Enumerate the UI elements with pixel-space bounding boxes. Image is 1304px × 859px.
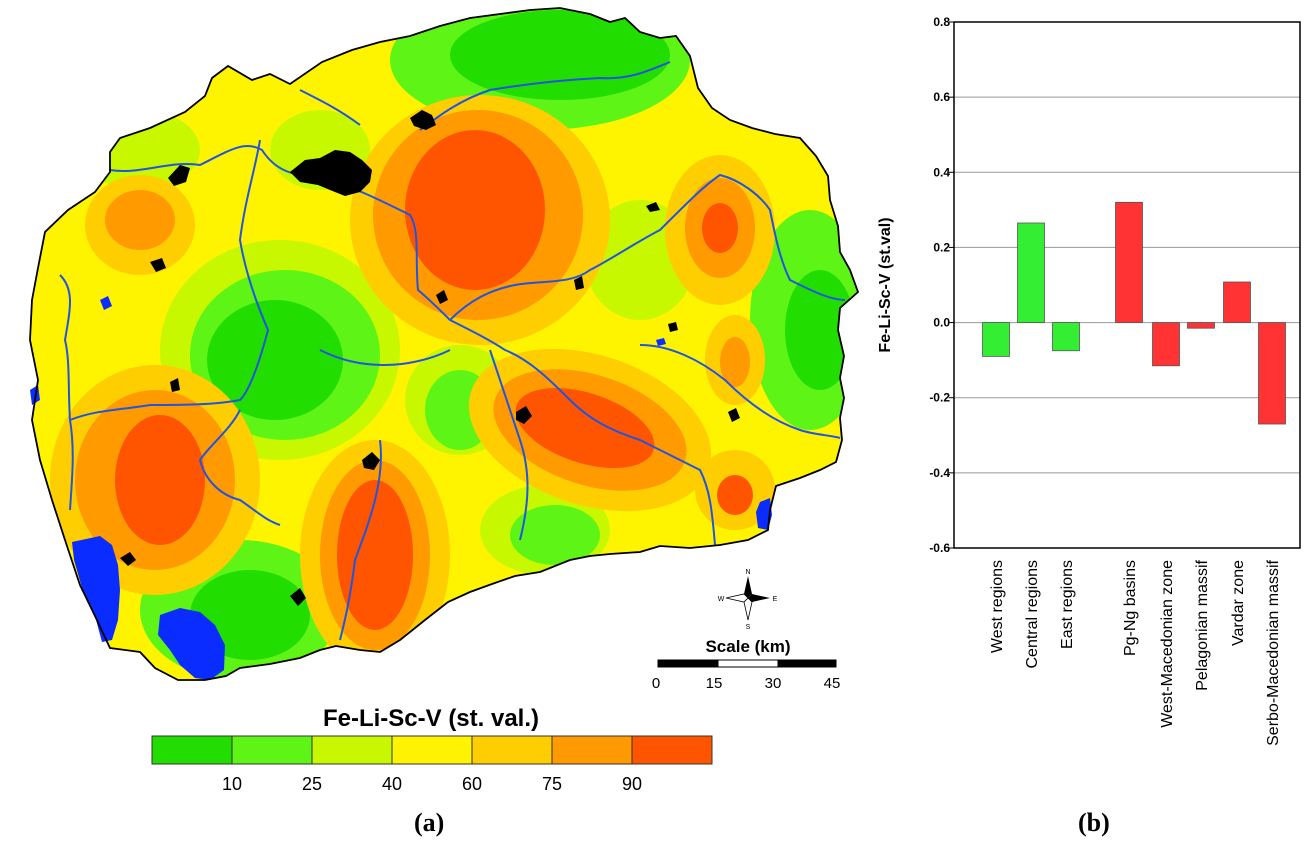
y-tick-label: -0.4 [929,466,950,480]
compass-south-label: S [746,624,751,631]
compass-east-label: E [773,596,778,603]
bar [1187,322,1215,329]
legend-swatch [151,735,233,765]
y-axis-title: Fe-Li-Sc-V (st.val) [877,217,894,352]
river [198,409,281,526]
y-tick-label: 0.8 [933,15,950,29]
y-tick-label: -0.2 [929,391,950,405]
scale-tick: 0 [652,675,660,692]
legend-tick-label: 75 [542,774,562,794]
legend-tick-label: 10 [222,774,242,794]
lake-prespa [158,608,225,680]
y-tick-label: 0.4 [933,165,950,179]
urban-prilep [362,452,380,470]
rivers [59,61,846,641]
bar [982,322,1010,357]
y-tick-label: 0.2 [933,240,950,254]
urban-resen [290,588,306,606]
river [339,439,382,641]
bar [1152,322,1180,367]
urban-veles [436,290,448,304]
x-category-label: Central regions [1024,560,1041,669]
urban-kicevo [170,378,180,392]
urban-ohrid [120,552,136,566]
legend-ticks: 10 25 40 60 75 90 [222,774,642,794]
legend-tick-label: 90 [622,774,642,794]
map-svg: N S E W Scale (km) 0 15 30 45 Fe-Li-Sc-V… [29,7,859,794]
compass-north-label: N [745,569,750,576]
scale-tick: 15 [706,675,723,692]
legend-tick-label: 60 [462,774,482,794]
river [419,61,671,131]
scale-tick: 45 [824,675,841,692]
legend-tick-label: 40 [382,774,402,794]
legend-swatch [551,735,633,765]
urban-kocani [646,202,660,212]
legend-swatch [631,735,713,765]
panel-a-caption: (a) [414,808,445,837]
urban-radovis [668,322,678,332]
bar [1052,322,1080,352]
legend-swatch [311,735,393,765]
legend-swatches [151,735,713,765]
river [639,344,841,439]
bar [1223,281,1251,323]
x-axis-labels: West regions Central regions East regions P… [989,559,1282,745]
river [69,139,270,421]
x-category-label: West-Macedonian zone [1159,560,1176,728]
urban-stip [574,276,584,290]
legend-title: Fe-Li-Sc-V (st. val.) [323,705,539,732]
y-axis-ticks: 0.8 0.6 0.4 0.2 0.0 -0.2 -0.4 -0.6 [929,15,954,555]
urban-skopje [290,150,372,196]
river [319,349,451,367]
x-category-label: East regions [1059,560,1076,649]
bar-chart: 0.8 0.6 0.4 0.2 0.0 -0.2 -0.4 -0.6 West regions… [877,15,1301,746]
plot-frame [953,21,1301,549]
compass-west-label: W [718,596,725,603]
legend-swatch [391,735,473,765]
scale-bar: Scale (km) 0 15 30 45 [652,637,841,692]
lake-small [100,296,112,310]
panel-b-caption: (b) [1078,808,1110,837]
bar [1258,322,1286,425]
scale-tick: 30 [765,675,782,692]
chart-panel: 0.8 0.6 0.4 0.2 0.0 -0.2 -0.4 -0.6 West regions… [870,0,1304,854]
lakes [30,296,772,680]
x-category-label: West regions [989,560,1006,653]
legend-swatch [471,735,553,765]
bar [1115,201,1143,323]
river [59,274,74,511]
river [299,89,361,126]
y-tick-label: 0.6 [933,90,950,104]
color-legend: Fe-Li-Sc-V (st. val.) 10 25 40 60 75 90 [151,705,713,794]
urban-kumanovo [410,110,436,130]
lake-small [656,338,666,346]
urban-strumica [728,408,740,422]
x-category-label: Pg-Ng basins [1122,560,1139,656]
urban-areas [120,110,740,606]
legend-swatch [231,735,313,765]
urban-gostivar [150,258,166,272]
scale-title: Scale (km) [705,637,790,656]
compass-rose-icon: N S E W [718,569,778,631]
river [449,173,846,321]
river [109,145,716,546]
map-panel: N S E W Scale (km) 0 15 30 45 Fe-Li-Sc-V… [29,7,859,837]
x-category-label: Pelagonian massif [1194,559,1211,690]
urban-negotino [516,406,532,424]
x-category-label: Vardar zone [1230,560,1247,646]
lake-ohrid [72,536,120,642]
urban-tetovo [168,165,190,186]
chart-bars [982,201,1286,425]
legend-tick-label: 25 [302,774,322,794]
river [489,349,529,541]
y-tick-label: 0.0 [933,316,950,330]
bar [1017,222,1045,323]
x-category-label: Serbo-Macedonian massif [1265,559,1282,745]
y-tick-label: -0.6 [929,541,950,555]
